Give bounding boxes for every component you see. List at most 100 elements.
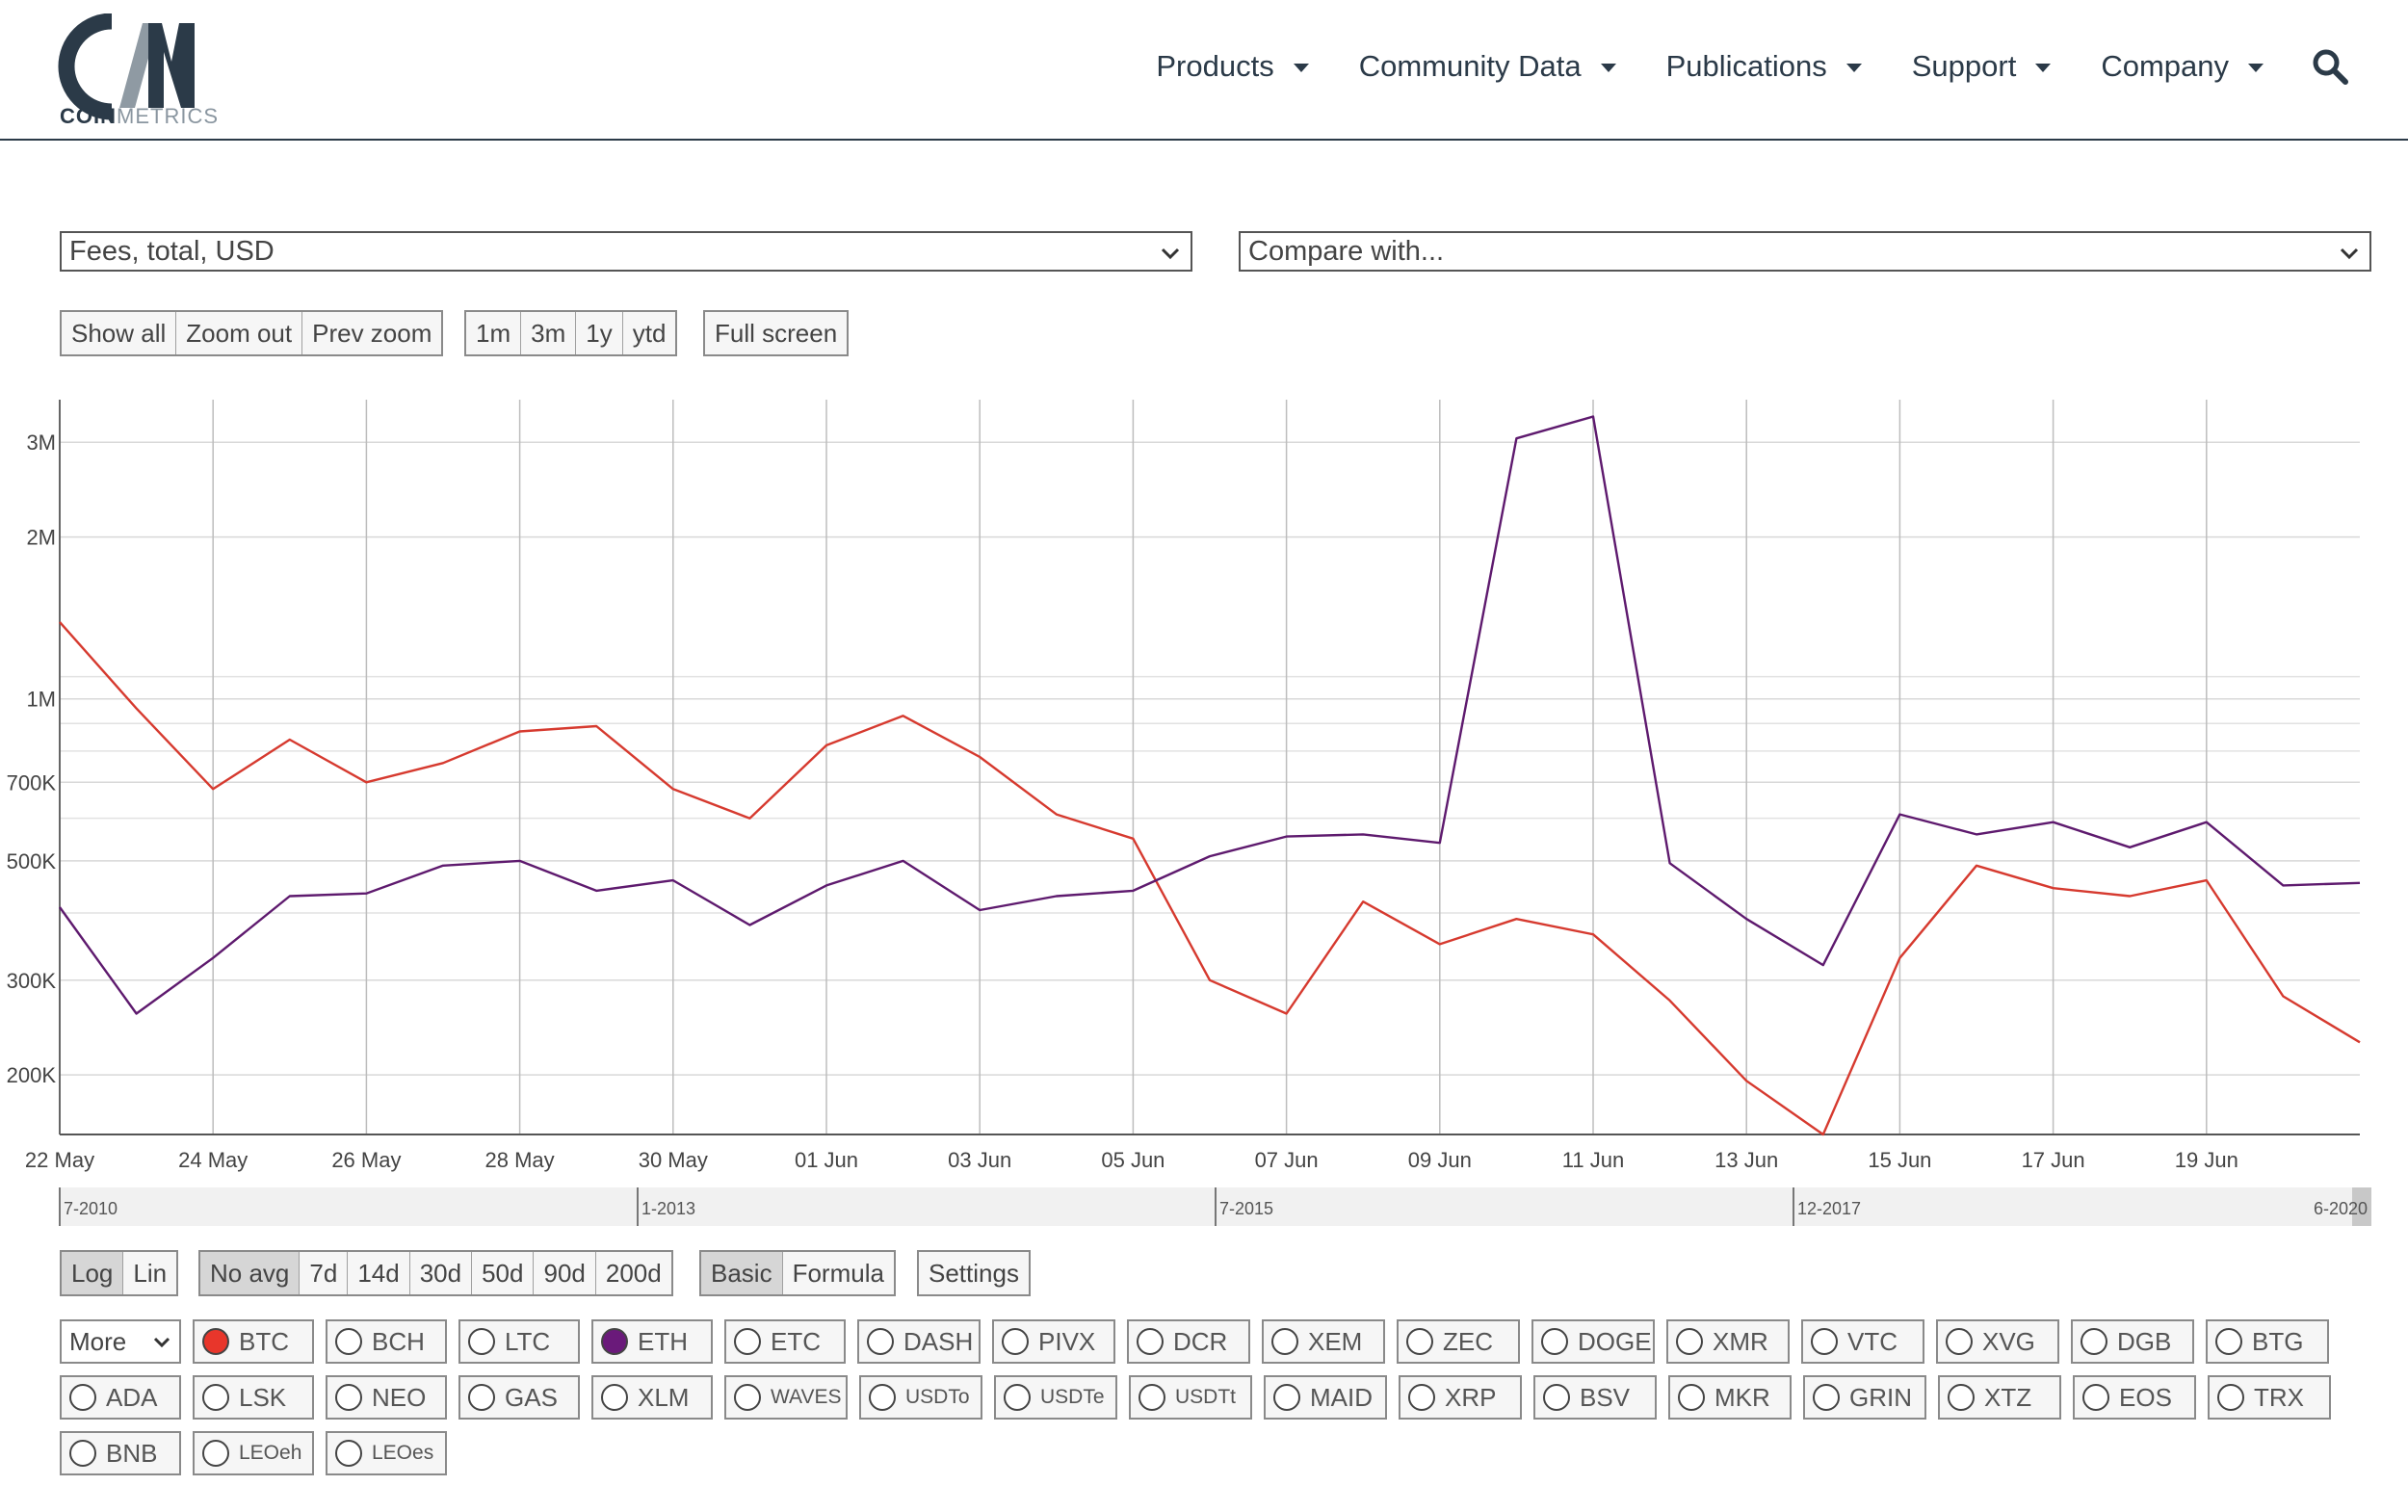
asset-checkbox-eos[interactable]: EOS [2073, 1375, 2196, 1420]
x-tick-label: 17 Jun [2022, 1148, 2085, 1172]
period-ytd-button[interactable]: ytd [622, 312, 676, 354]
asset-checkbox-btc[interactable]: BTC [193, 1319, 314, 1364]
unchecked-circle-icon [335, 1328, 362, 1355]
avg-50d-button[interactable]: 50d [472, 1252, 535, 1294]
linear-scale-button[interactable]: Lin [123, 1252, 177, 1294]
asset-checkbox-xmr[interactable]: XMR [1666, 1319, 1790, 1364]
asset-label: BSV [1580, 1382, 1631, 1412]
compare-select-value: Compare with... [1248, 236, 1445, 267]
asset-checkbox-btg[interactable]: BTG [2206, 1319, 2329, 1364]
asset-row: ADA LSK NEO GAS XLM WAVES USDTo USDTe USDTt MAID X… [60, 1375, 2343, 1420]
asset-checkbox-xrp[interactable]: XRP [1399, 1375, 1522, 1420]
x-tick-label: 01 Jun [795, 1148, 858, 1172]
unchecked-circle-icon [2082, 1384, 2109, 1411]
avg-90d-button[interactable]: 90d [534, 1252, 596, 1294]
asset-checkbox-neo[interactable]: NEO [326, 1375, 447, 1420]
fees-chart[interactable]: 200K 300K 500K 700K 1M 2M 3M 22 May 24 May 26 May… [0, 385, 2408, 1233]
metric-select[interactable]: Fees, total, USD [60, 231, 1192, 272]
asset-checkbox-xlm[interactable]: XLM [591, 1375, 713, 1420]
series-line-eth [59, 415, 2361, 1015]
coinmetrics-logo[interactable] [56, 13, 210, 129]
asset-checkbox-maid[interactable]: MAID [1264, 1375, 1387, 1420]
avg-7d-button[interactable]: 7d [300, 1252, 349, 1294]
unchecked-circle-icon [202, 1440, 229, 1467]
asset-checkbox-usdte[interactable]: USDTe [994, 1375, 1117, 1420]
asset-checkbox-grin[interactable]: GRIN [1803, 1375, 1926, 1420]
zoom-out-button[interactable]: Zoom out [176, 312, 303, 354]
unchecked-circle-icon [1273, 1384, 1300, 1411]
asset-checkbox-doge[interactable]: DOGE [1531, 1319, 1655, 1364]
x-tick-label: 15 Jun [1868, 1148, 1931, 1172]
search-icon[interactable] [2312, 48, 2348, 85]
period-1m-button[interactable]: 1m [466, 312, 522, 354]
settings-button[interactable]: Settings [919, 1252, 1029, 1294]
asset-label: USDTo [905, 1386, 970, 1408]
x-tick-label: 22 May [25, 1148, 94, 1172]
asset-checkbox-dgb[interactable]: DGB [2071, 1319, 2194, 1364]
avg-14d-button[interactable]: 14d [348, 1252, 410, 1294]
fullscreen-button-group: Full screen [703, 310, 850, 356]
asset-checkbox-leoes[interactable]: LEOes [326, 1431, 447, 1475]
period-1y-button[interactable]: 1y [576, 312, 623, 354]
x-tick-label: 03 Jun [948, 1148, 1011, 1172]
compare-select[interactable]: Compare with... [1239, 231, 2371, 272]
unchecked-circle-icon [1678, 1384, 1705, 1411]
asset-checkbox-trx[interactable]: TRX [2208, 1375, 2331, 1420]
unchecked-circle-icon [1002, 1328, 1029, 1355]
asset-checkbox-waves[interactable]: WAVES [724, 1375, 848, 1420]
asset-checkbox-usdto[interactable]: USDTo [859, 1375, 982, 1420]
unchecked-circle-icon [1137, 1328, 1164, 1355]
asset-checkbox-bnb[interactable]: BNB [60, 1431, 181, 1475]
x-tick-label: 28 May [485, 1148, 555, 1172]
chevron-down-icon [1293, 64, 1309, 72]
asset-checkbox-vtc[interactable]: VTC [1801, 1319, 1924, 1364]
prev-zoom-button[interactable]: Prev zoom [302, 312, 442, 354]
asset-checkbox-zec[interactable]: ZEC [1397, 1319, 1520, 1364]
asset-checkbox-ada[interactable]: ADA [60, 1375, 181, 1420]
asset-checkbox-xvg[interactable]: XVG [1936, 1319, 2059, 1364]
asset-checkbox-leoeh[interactable]: LEOeh [193, 1431, 314, 1475]
asset-checkbox-usdtt[interactable]: USDTt [1129, 1375, 1252, 1420]
asset-checkbox-bsv[interactable]: BSV [1533, 1375, 1657, 1420]
avg-30d-button[interactable]: 30d [409, 1252, 473, 1294]
asset-checkbox-pivx[interactable]: PIVX [992, 1319, 1115, 1364]
no-avg-button[interactable]: No avg [200, 1252, 301, 1294]
asset-checkbox-mkr[interactable]: MKR [1668, 1375, 1792, 1420]
y-tick-label: 3M [26, 430, 56, 455]
asset-checkbox-bch[interactable]: BCH [326, 1319, 447, 1364]
avg-200d-button[interactable]: 200d [595, 1252, 671, 1294]
chevron-down-icon [153, 1337, 170, 1348]
show-all-button[interactable]: Show all [62, 312, 177, 354]
nav-publications[interactable]: Publications [1666, 49, 1862, 84]
formula-mode-button[interactable]: Formula [782, 1252, 894, 1294]
unchecked-circle-icon [2217, 1384, 2244, 1411]
asset-checkbox-xtz[interactable]: XTZ [1938, 1375, 2061, 1420]
period-3m-button[interactable]: 3m [521, 312, 577, 354]
asset-checkbox-lsk[interactable]: LSK [193, 1375, 314, 1420]
asset-label: BTG [2252, 1326, 2304, 1356]
asset-checkbox-etc[interactable]: ETC [724, 1319, 846, 1364]
nav-community-data[interactable]: Community Data [1359, 49, 1616, 84]
asset-label: ETC [771, 1326, 821, 1356]
unchecked-circle-icon [1813, 1384, 1840, 1411]
nav-support[interactable]: Support [1912, 49, 2052, 84]
asset-label: LTC [505, 1326, 551, 1356]
full-screen-button[interactable]: Full screen [705, 312, 848, 354]
asset-checkbox-dash[interactable]: DASH [857, 1319, 981, 1364]
basic-mode-button[interactable]: Basic [701, 1252, 783, 1294]
asset-label: MKR [1714, 1382, 1770, 1412]
asset-checkbox-eth[interactable]: ETH [591, 1319, 713, 1364]
x-tick-label: 30 May [639, 1148, 708, 1172]
asset-checkbox-gas[interactable]: GAS [458, 1375, 580, 1420]
unchecked-circle-icon [734, 1328, 761, 1355]
asset-checkbox-dcr[interactable]: DCR [1127, 1319, 1250, 1364]
asset-checkbox-ltc[interactable]: LTC [458, 1319, 580, 1364]
asset-row: BNB LEOeh LEOes [60, 1431, 458, 1475]
nav-company[interactable]: Company [2101, 49, 2264, 84]
asset-checkbox-xem[interactable]: XEM [1262, 1319, 1385, 1364]
more-select-value: More [69, 1326, 127, 1356]
log-scale-button[interactable]: Log [62, 1252, 124, 1294]
asset-label: LSK [239, 1382, 287, 1412]
more-select[interactable]: More [60, 1319, 181, 1364]
nav-products[interactable]: Products [1156, 49, 1309, 84]
